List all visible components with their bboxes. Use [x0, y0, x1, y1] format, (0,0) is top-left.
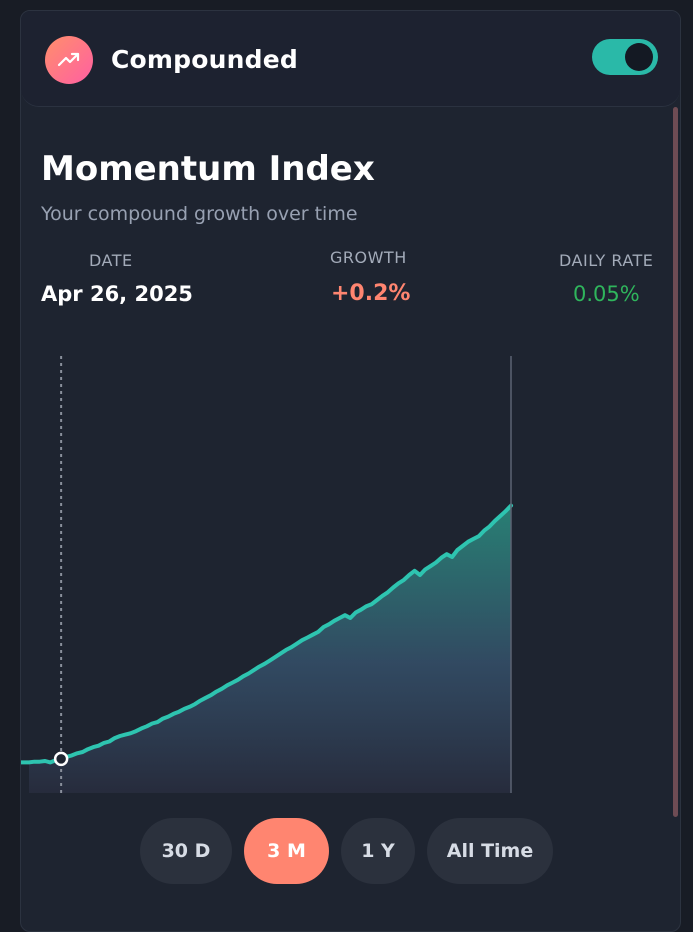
range-button-all-time[interactable]: All Time: [427, 818, 553, 884]
compound-toggle[interactable]: [592, 39, 658, 75]
chart-area-fill: [29, 505, 511, 793]
date-value: Apr 26, 2025: [41, 282, 193, 306]
app-brand: Compounded: [111, 45, 298, 74]
page-title: Momentum Index: [41, 149, 375, 189]
range-button-1y[interactable]: 1 Y: [341, 818, 415, 884]
chart-selected-point[interactable]: [53, 751, 69, 767]
trending-up-icon: [45, 36, 93, 84]
daily-rate-label: DAILY RATE: [559, 251, 654, 270]
app-header: Compounded: [21, 11, 680, 107]
date-label: DATE: [89, 251, 133, 270]
app-panel: Compounded Momentum Index Your compound …: [20, 10, 681, 932]
toggle-knob[interactable]: [625, 43, 653, 71]
growth-label: GROWTH: [330, 248, 407, 267]
range-button-3m[interactable]: 3 M: [244, 818, 329, 884]
growth-chart[interactable]: [21, 346, 680, 796]
chart-series-line: [21, 503, 513, 765]
page-subtitle: Your compound growth over time: [41, 203, 358, 225]
daily-rate-value: 0.05%: [573, 282, 640, 306]
range-selector: 30 D 3 M 1 Y All Time: [21, 818, 680, 884]
scrollbar-thumb[interactable]: [673, 107, 678, 817]
range-button-30d[interactable]: 30 D: [140, 818, 232, 884]
growth-value: +0.2%: [331, 281, 411, 306]
